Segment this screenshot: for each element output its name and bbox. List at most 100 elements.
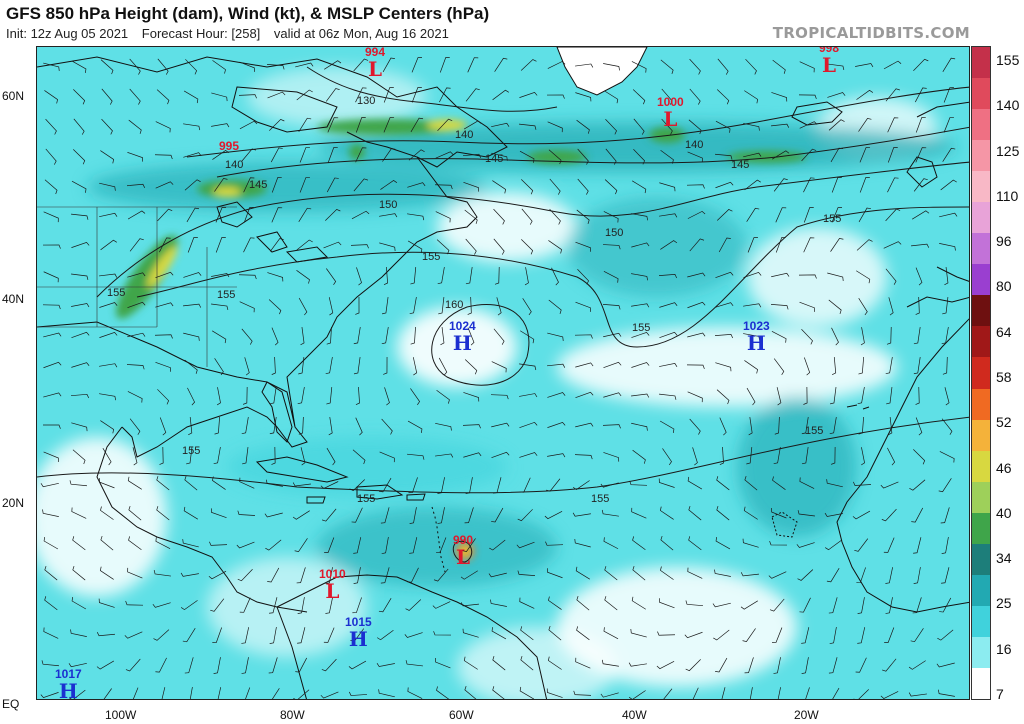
wind-barb <box>742 628 756 642</box>
wind-barb <box>516 541 535 549</box>
colorbar-segment <box>972 202 990 234</box>
canada-north <box>37 56 508 168</box>
wind-barb <box>460 602 479 607</box>
wind-barb <box>99 363 118 368</box>
wind-barb <box>323 241 342 249</box>
height-label: 155 <box>182 445 201 457</box>
wind-barb <box>407 567 419 583</box>
wind-barb <box>44 179 58 195</box>
wind-barb <box>831 446 836 465</box>
wind-barb <box>405 660 423 667</box>
height-label: 155 <box>805 425 824 437</box>
wind-barb <box>719 417 727 436</box>
wind-barb <box>326 447 336 466</box>
wind-barb <box>297 627 306 644</box>
wind-barb <box>909 479 926 491</box>
wind-barb <box>660 535 674 551</box>
wind-barb <box>577 148 589 165</box>
wind-barb <box>603 211 619 223</box>
colorbar-tick-label: 155 <box>996 52 1020 68</box>
wind-barb <box>829 417 837 435</box>
wind-barb <box>942 356 948 375</box>
low-pressure-marker: 1000 L <box>657 95 684 129</box>
wind-barb <box>439 57 450 73</box>
wind-barb <box>152 602 171 608</box>
wind-barb <box>72 536 86 551</box>
wind-barb <box>659 598 675 609</box>
wind-barb <box>746 207 760 222</box>
wind-barb <box>713 629 730 641</box>
wind-barb <box>915 117 926 133</box>
wind-barb <box>718 237 731 253</box>
wind-barb <box>271 356 276 375</box>
wind-barb <box>660 59 674 75</box>
colorbar-segment <box>972 388 990 420</box>
wind-barb <box>687 210 706 219</box>
wind-barb <box>125 658 141 672</box>
wind-barb <box>463 153 482 159</box>
wind-barb <box>326 387 333 405</box>
wind-barb <box>437 267 445 285</box>
wind-barb <box>440 327 445 346</box>
wind-barb <box>71 273 89 280</box>
wind-barb <box>435 211 451 223</box>
greenland <box>556 47 648 96</box>
wind-barb <box>43 332 62 338</box>
wind-barb <box>436 389 450 404</box>
wind-barb <box>831 327 839 346</box>
wind-barb <box>159 237 171 253</box>
wind-barb <box>44 596 58 611</box>
wind-barb <box>858 416 864 435</box>
wind-barb <box>914 87 927 103</box>
low-symbol: L <box>821 53 837 77</box>
wind-barb <box>41 660 59 667</box>
height-label: 155 <box>107 287 126 299</box>
wind-barb <box>603 627 619 640</box>
wind-barb <box>915 296 920 315</box>
lon-label: 60W <box>449 708 474 722</box>
wind-barb <box>632 536 646 551</box>
wind-barb <box>127 391 143 403</box>
wind-barb <box>242 447 249 465</box>
wind-barb <box>659 331 678 339</box>
wind-barb <box>631 273 648 281</box>
colorbar-tick-label: 16 <box>996 640 1012 657</box>
wind-barb <box>774 416 780 435</box>
colorbar-tick-label: 58 <box>996 369 1012 385</box>
wind-barb <box>830 147 844 163</box>
wind-barb <box>324 60 342 70</box>
wind-barb <box>325 597 333 614</box>
wind-barb <box>574 538 591 548</box>
wind-barb <box>183 152 202 158</box>
wind-barb <box>300 447 306 466</box>
wind-barb <box>858 207 871 223</box>
wind-barb <box>941 418 953 435</box>
wind-barb <box>98 598 115 608</box>
wind-barb <box>631 242 650 248</box>
wind-barb <box>44 90 58 104</box>
wind-barb <box>719 446 724 465</box>
wind-barb <box>438 297 445 315</box>
wind-barb <box>660 149 674 164</box>
wind-barb <box>688 536 702 551</box>
pressure-value: 1017 <box>55 667 82 681</box>
wind-barb <box>298 416 304 435</box>
wind-barb <box>716 209 733 221</box>
wind-barb <box>659 182 676 192</box>
wind-barb <box>99 331 118 338</box>
wind-barb <box>128 536 142 551</box>
wind-barb <box>157 208 173 222</box>
wind-barb <box>603 332 622 338</box>
wind-barb <box>888 417 893 436</box>
wind-barb <box>99 182 116 191</box>
wind-barb <box>796 542 815 548</box>
wind-barb <box>769 541 788 546</box>
wind-barb <box>325 357 333 375</box>
wind-barb <box>71 596 87 610</box>
wind-barb <box>771 150 790 160</box>
wind-barb <box>407 240 423 254</box>
wind-barb <box>40 482 59 488</box>
wind-barb <box>210 598 225 612</box>
wind-barb <box>630 628 647 638</box>
wind-barb <box>492 656 506 671</box>
